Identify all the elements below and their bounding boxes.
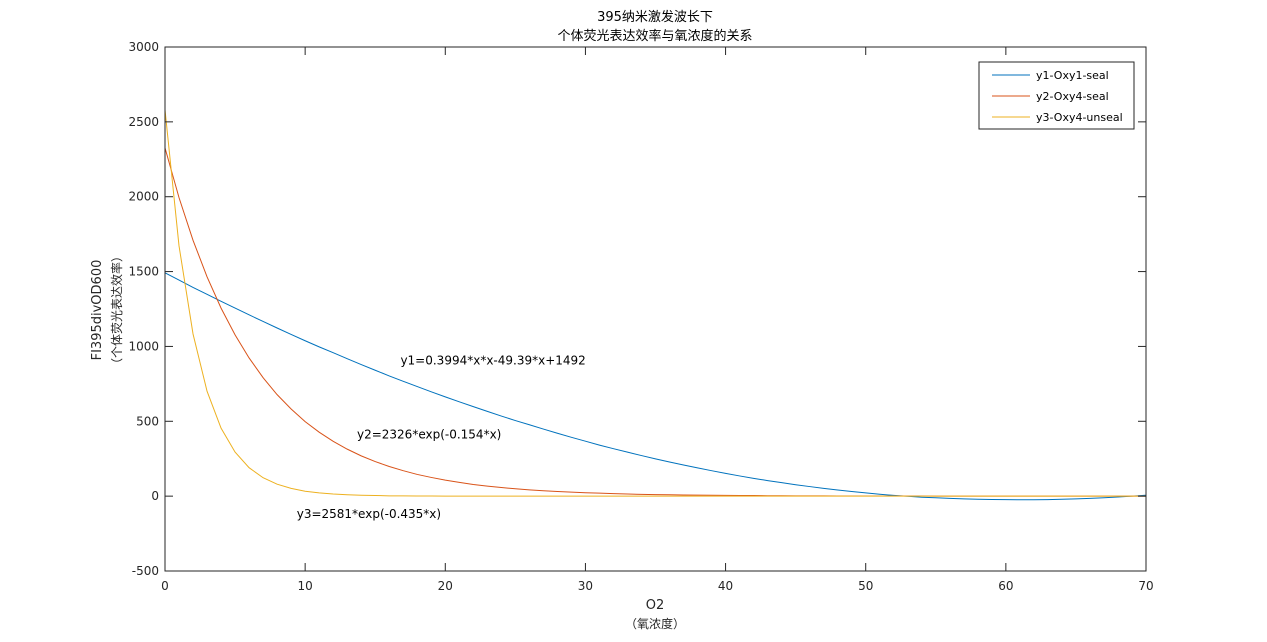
series-layer bbox=[165, 109, 1146, 501]
y-tick-label: -500 bbox=[132, 564, 159, 578]
equation-annotation-2: y2=2326*exp(-0.154*x) bbox=[357, 428, 501, 442]
x-tick-label: 10 bbox=[298, 579, 313, 593]
x-tick-label: 70 bbox=[1138, 579, 1153, 593]
series-line-y1-Oxy1-seal bbox=[165, 272, 1146, 501]
x-tick-label: 0 bbox=[161, 579, 169, 593]
legend-label-y2: y2-Oxy4-seal bbox=[1036, 90, 1109, 103]
annotations: y1=0.3994*x*x-49.39*x+1492 y2=2326*exp(-0… bbox=[297, 353, 586, 521]
plot-area bbox=[165, 47, 1146, 571]
x-axis-sublabel: （氧浓度） bbox=[625, 616, 685, 631]
y-tick-label: 1500 bbox=[128, 265, 159, 279]
chart-title: 395纳米激发波长下 bbox=[597, 9, 713, 25]
y-tick-label: 1000 bbox=[128, 339, 159, 353]
x-tick-label: 40 bbox=[718, 579, 733, 593]
legend-label-y1: y1-Oxy1-seal bbox=[1036, 69, 1109, 82]
x-tick-label: 60 bbox=[998, 579, 1013, 593]
y-tick-label: 2000 bbox=[128, 190, 159, 204]
y-axis-sublabel: （个体荧光表达效率） bbox=[109, 250, 124, 370]
x-axis-label: O2 bbox=[646, 598, 665, 613]
series-line-y3-Oxy4-unseal bbox=[165, 109, 1146, 497]
axes-box bbox=[164, 46, 1147, 572]
y-tick-label: 0 bbox=[151, 489, 159, 503]
y-axis-label: FI395divOD600 bbox=[90, 260, 105, 361]
y-tick-label: 2500 bbox=[128, 115, 159, 129]
y-tick-label: 500 bbox=[136, 414, 159, 428]
legend-label-y3: y3-Oxy4-unseal bbox=[1036, 111, 1123, 124]
equation-annotation-3: y3=2581*exp(-0.435*x) bbox=[297, 507, 441, 521]
y-tick-label: 3000 bbox=[128, 40, 159, 54]
x-tick-label: 50 bbox=[858, 579, 873, 593]
x-tick-label: 30 bbox=[578, 579, 593, 593]
axes: 0 10 20 30 40 50 60 70-500050010001500200025003… bbox=[128, 40, 1153, 593]
chart-subtitle: 个体荧光表达效率与氧浓度的关系 bbox=[557, 28, 752, 44]
x-tick-label: 20 bbox=[438, 579, 453, 593]
equation-annotation-1: y1=0.3994*x*x-49.39*x+1492 bbox=[400, 353, 585, 367]
legend: y1-Oxy1-seal y2-Oxy4-seal y3-Oxy4-unseal bbox=[978, 61, 1135, 130]
